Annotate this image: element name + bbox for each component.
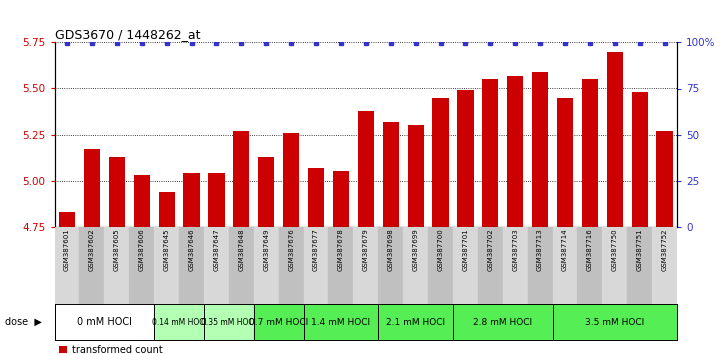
Bar	[328, 227, 353, 304]
Text: GDS3670 / 1448262_at: GDS3670 / 1448262_at	[55, 28, 200, 41]
Bar	[283, 133, 299, 227]
Bar	[403, 227, 428, 304]
Text: GSM387750: GSM387750	[612, 228, 618, 271]
Bar	[104, 227, 130, 304]
Text: GSM387699: GSM387699	[413, 228, 419, 271]
Bar	[503, 227, 528, 304]
Bar	[229, 227, 254, 304]
Bar	[557, 98, 573, 227]
Text: 1.4 mM HOCl: 1.4 mM HOCl	[312, 318, 371, 327]
Text: GSM387678: GSM387678	[338, 228, 344, 271]
Bar	[304, 304, 379, 340]
Text: GSM387648: GSM387648	[238, 228, 245, 271]
Bar	[130, 227, 154, 304]
Bar	[308, 168, 324, 227]
Text: GSM387752: GSM387752	[662, 228, 668, 270]
Bar	[379, 227, 403, 304]
Bar	[582, 79, 598, 227]
Text: GSM387646: GSM387646	[189, 228, 194, 271]
Bar	[507, 76, 523, 227]
Bar	[532, 72, 548, 227]
Text: 0.14 mM HOCl: 0.14 mM HOCl	[151, 318, 207, 327]
Legend: transformed count, percentile rank within the sample: transformed count, percentile rank withi…	[60, 345, 237, 354]
Text: 2.1 mM HOCl: 2.1 mM HOCl	[386, 318, 446, 327]
Text: GSM387647: GSM387647	[213, 228, 219, 271]
Text: 3.5 mM HOCl: 3.5 mM HOCl	[585, 318, 644, 327]
Text: GSM387716: GSM387716	[587, 228, 593, 271]
Bar	[55, 304, 154, 340]
Bar	[657, 131, 673, 227]
Bar	[84, 149, 100, 227]
Bar	[632, 92, 648, 227]
Text: GSM387601: GSM387601	[64, 228, 70, 271]
Bar	[279, 227, 304, 304]
Bar	[208, 173, 224, 227]
Bar	[159, 192, 175, 227]
Text: GSM387676: GSM387676	[288, 228, 294, 271]
Bar	[457, 90, 473, 227]
Bar	[304, 227, 328, 304]
Bar	[254, 227, 279, 304]
Bar	[652, 227, 677, 304]
Bar	[628, 227, 652, 304]
Bar	[134, 175, 150, 227]
Bar	[357, 110, 374, 227]
Bar	[453, 304, 553, 340]
Text: GSM387649: GSM387649	[264, 228, 269, 271]
Text: 0.35 mM HOCl: 0.35 mM HOCl	[202, 318, 256, 327]
Bar	[432, 98, 448, 227]
Bar	[79, 227, 104, 304]
Bar	[258, 156, 274, 227]
Text: GSM387606: GSM387606	[139, 228, 145, 271]
Bar	[204, 304, 254, 340]
Text: GSM387605: GSM387605	[114, 228, 120, 271]
Bar	[453, 227, 478, 304]
Bar	[478, 227, 503, 304]
Text: GSM387701: GSM387701	[462, 228, 468, 271]
Text: GSM387702: GSM387702	[487, 228, 494, 271]
Text: GSM387698: GSM387698	[388, 228, 394, 271]
Bar	[254, 304, 304, 340]
Text: GSM387679: GSM387679	[363, 228, 369, 271]
Bar	[353, 227, 379, 304]
Text: GSM387700: GSM387700	[438, 228, 443, 271]
Bar	[383, 122, 399, 227]
Bar	[408, 125, 424, 227]
Bar	[154, 227, 179, 304]
Text: GSM387713: GSM387713	[537, 228, 543, 271]
Text: 2.8 mM HOCl: 2.8 mM HOCl	[473, 318, 532, 327]
Bar	[553, 304, 677, 340]
Text: GSM387645: GSM387645	[164, 228, 170, 270]
Bar	[233, 131, 250, 227]
Bar	[108, 156, 125, 227]
Text: GSM387751: GSM387751	[637, 228, 643, 271]
Text: dose  ▶: dose ▶	[5, 317, 42, 327]
Bar	[154, 304, 204, 340]
Text: 0.7 mM HOCl: 0.7 mM HOCl	[249, 318, 308, 327]
Bar	[482, 79, 499, 227]
Bar	[428, 227, 453, 304]
Text: GSM387677: GSM387677	[313, 228, 319, 271]
Bar	[606, 52, 623, 227]
Bar	[333, 171, 349, 227]
Bar	[59, 212, 75, 227]
Text: 0 mM HOCl: 0 mM HOCl	[77, 317, 132, 327]
Bar	[204, 227, 229, 304]
Text: GSM387602: GSM387602	[89, 228, 95, 271]
Bar	[577, 227, 602, 304]
Bar	[55, 227, 79, 304]
Bar	[528, 227, 553, 304]
Bar	[602, 227, 628, 304]
Text: GSM387714: GSM387714	[562, 228, 568, 271]
Bar	[379, 304, 453, 340]
Bar	[179, 227, 204, 304]
Bar	[553, 227, 577, 304]
Text: GSM387703: GSM387703	[513, 228, 518, 271]
Bar	[183, 173, 199, 227]
